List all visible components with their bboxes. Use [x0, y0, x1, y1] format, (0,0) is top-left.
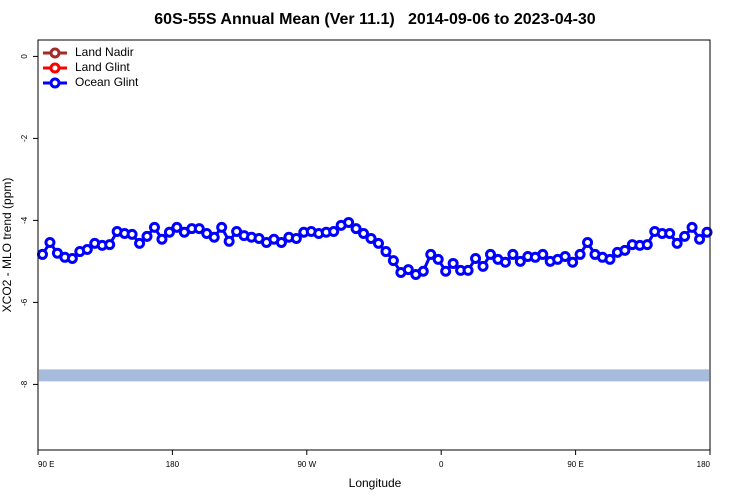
- y-tick-label: -2: [20, 134, 29, 142]
- data-point: [358, 228, 370, 240]
- legend-label: Land Nadir: [75, 45, 134, 59]
- data-point: [208, 231, 220, 243]
- x-tick-label: 0: [439, 460, 444, 469]
- legend-marker: [49, 47, 61, 59]
- legend-label: Ocean Glint: [75, 75, 139, 89]
- x-tick-label: 180: [166, 460, 180, 469]
- x-tick-label: 90 E: [38, 460, 54, 469]
- legend-marker: [49, 62, 61, 74]
- data-point: [275, 237, 287, 249]
- data-point: [372, 237, 384, 249]
- data-point: [163, 226, 175, 238]
- data-point: [582, 237, 594, 249]
- data-point: [664, 228, 676, 240]
- data-point: [134, 237, 146, 249]
- data-point: [507, 248, 519, 260]
- y-tick-label: -4: [20, 216, 29, 224]
- data-point: [343, 216, 355, 228]
- x-tick-label: 90 W: [297, 460, 316, 469]
- data-point: [104, 239, 116, 251]
- data-point: [417, 265, 429, 277]
- data-point: [380, 246, 392, 258]
- data-point: [81, 244, 93, 256]
- x-tick-label: 90 E: [567, 460, 583, 469]
- data-point: [574, 248, 586, 260]
- data-point: [499, 256, 511, 268]
- data-point: [559, 250, 571, 262]
- data-point: [432, 253, 444, 265]
- y-tick-label: -8: [20, 380, 29, 388]
- data-point: [387, 255, 399, 267]
- data-point: [126, 228, 138, 240]
- legend-label: Land Glint: [75, 60, 130, 74]
- data-point: [36, 248, 48, 260]
- legend-marker: [49, 77, 61, 89]
- x-axis-label: Longitude: [349, 476, 402, 490]
- data-point: [537, 248, 549, 260]
- data-point: [402, 264, 414, 276]
- data-point: [440, 265, 452, 277]
- data-point: [477, 260, 489, 272]
- data-point: [193, 223, 205, 235]
- data-point: [66, 253, 78, 265]
- data-point: [290, 232, 302, 244]
- data-point: [447, 257, 459, 269]
- data-point: [141, 230, 153, 242]
- data-point: [462, 264, 474, 276]
- data-point: [514, 255, 526, 267]
- data-point: [470, 253, 482, 265]
- data-point: [171, 221, 183, 233]
- data-point: [156, 233, 168, 245]
- data-point: [641, 239, 653, 251]
- data-point: [567, 256, 579, 268]
- chart-title: 60S-55S Annual Mean (Ver 11.1) 2014-09-0…: [154, 11, 596, 28]
- data-point: [604, 253, 616, 265]
- data-point: [44, 237, 56, 249]
- y-tick-label: 0: [20, 54, 29, 59]
- data-point: [350, 223, 362, 235]
- data-point: [365, 232, 377, 244]
- data-point: [686, 221, 698, 233]
- data-point: [694, 233, 706, 245]
- data-point: [223, 235, 235, 247]
- plot-frame: [37, 39, 711, 451]
- data-point: [671, 237, 683, 249]
- data-point: [619, 244, 631, 256]
- x-tick-label: 180: [697, 460, 711, 469]
- y-axis-label: XCO2 - MLO trend (ppm): [0, 178, 14, 313]
- data-point: [701, 226, 713, 238]
- data-point: [328, 225, 340, 237]
- data-point: [484, 248, 496, 260]
- data-point: [679, 230, 691, 242]
- data-point: [148, 221, 160, 233]
- data-point: [425, 248, 437, 260]
- data-point: [216, 221, 228, 233]
- y-tick-label: -6: [20, 298, 29, 306]
